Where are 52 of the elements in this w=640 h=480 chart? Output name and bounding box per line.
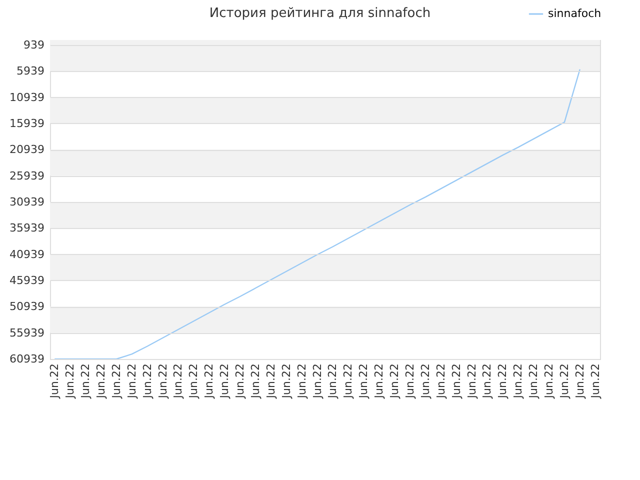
y-tick-label: 55939: [10, 326, 44, 340]
x-tick-label: Jun.22: [496, 364, 510, 400]
x-tick-label: Jun.22: [172, 364, 185, 400]
x-tick-label: Jun.22: [280, 364, 293, 400]
x-tick-label: Jun.22: [140, 364, 154, 400]
x-tick-label: Jun.22: [480, 364, 494, 400]
x-tick-label: Jun.22: [450, 364, 463, 400]
x-tick-label: Jun.22: [542, 364, 556, 400]
x-tick-label: Jun.22: [295, 364, 308, 400]
y-tick-label: 30939: [10, 195, 44, 208]
x-tick-label: Jun.22: [434, 364, 448, 400]
y-tick-label: 50939: [10, 300, 44, 314]
x-tick-label: Jun.22: [202, 364, 216, 400]
y-tick-label: 15939: [10, 116, 44, 130]
y-tick-label: 10939: [10, 90, 44, 104]
x-tick-label: Jun.22: [156, 364, 170, 400]
x-tick-label: Jun.22: [326, 364, 340, 400]
x-tick-label: Jun.22: [418, 364, 432, 400]
x-tick-label: Jun.22: [558, 364, 571, 400]
x-tick-label: Jun.22: [125, 364, 138, 400]
chart-title: История рейтинга для sinnafoch: [209, 6, 431, 21]
x-tick-label: Jun.22: [403, 364, 416, 400]
y-tick-label: 25939: [10, 169, 44, 182]
line-series: [54, 68, 581, 360]
x-tick-label: Jun.22: [94, 364, 108, 400]
x-tick-label: Jun.22: [79, 364, 92, 400]
x-tick-label: Jun.22: [64, 364, 77, 400]
y-tick-label: 35939: [10, 222, 44, 235]
x-tick-label: Jun.22: [588, 364, 602, 400]
x-tick-label: Jun.22: [234, 364, 247, 400]
x-tick-label: Jun.22: [388, 364, 402, 400]
x-tick-label: Jun.22: [310, 364, 324, 400]
x-tick-label: Jun.22: [573, 364, 586, 400]
y-tick-label: 40939: [10, 248, 44, 261]
x-tick-label: Jun.22: [48, 364, 62, 400]
y-tick-label: 20939: [10, 143, 44, 156]
y-tick-label: 60939: [10, 352, 44, 366]
y-tick-label: 45939: [10, 274, 44, 287]
x-tick-label: Jun.22: [218, 364, 232, 400]
x-tick-label: Jun.22: [512, 364, 525, 400]
legend-label: sinnafoch: [548, 7, 602, 20]
x-tick-label: Jun.22: [248, 364, 262, 400]
y-tick-label: 939: [24, 38, 44, 52]
x-tick-label: Jun.22: [527, 364, 540, 400]
x-tick-label: Jun.22: [357, 364, 370, 400]
y-tick-label: 5939: [16, 64, 44, 78]
x-tick-label: Jun.22: [110, 364, 123, 400]
x-tick-label: Jun.22: [465, 364, 478, 400]
x-tick-label: Jun.22: [264, 364, 278, 400]
x-tick-label: Jun.22: [187, 364, 200, 400]
x-tick-label: Jun.22: [372, 364, 386, 400]
x-tick-label: Jun.22: [342, 364, 355, 400]
